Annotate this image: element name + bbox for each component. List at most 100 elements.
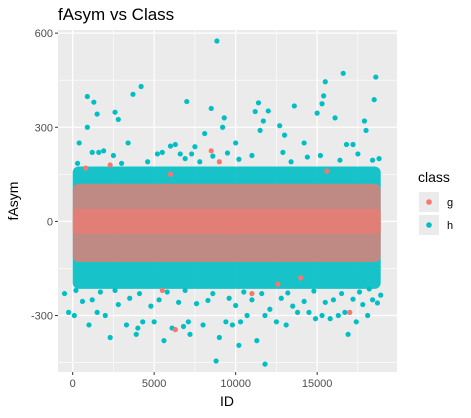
point-h [125, 140, 130, 145]
point-h [210, 154, 215, 159]
point-h [267, 307, 272, 312]
point-h [192, 144, 197, 149]
point-h [156, 297, 161, 302]
point-h [241, 289, 246, 294]
point-h [305, 154, 310, 159]
point-h [91, 100, 96, 105]
point-h [161, 338, 166, 343]
point-h [75, 161, 80, 166]
point-h [288, 159, 293, 164]
point-h [183, 288, 188, 293]
point-h [350, 142, 355, 147]
point-h [256, 100, 261, 105]
point-h [96, 150, 101, 155]
chart-title: fAsym vs Class [58, 5, 174, 24]
point-g [347, 310, 352, 315]
x-axis-title: ID [220, 393, 234, 409]
point-h [90, 150, 95, 155]
point-h [90, 297, 95, 302]
point-g [168, 172, 173, 177]
point-h [355, 151, 360, 156]
dense-point-bands [73, 166, 381, 288]
point-h [295, 310, 300, 315]
point-h [238, 319, 243, 324]
point-g [209, 148, 214, 153]
point-h [227, 296, 232, 301]
x-tick-label: 15000 [302, 378, 333, 390]
point-h [178, 151, 183, 156]
point-h [140, 319, 145, 324]
point-h [210, 291, 215, 296]
point-h [222, 115, 227, 120]
point-h [332, 115, 337, 120]
point-h [236, 157, 241, 162]
point-h [357, 289, 362, 294]
point-h [168, 143, 173, 148]
band-g-core [73, 209, 381, 234]
point-h [137, 291, 142, 296]
point-h [354, 319, 359, 324]
point-h [306, 310, 311, 315]
legend-key-g [426, 199, 432, 205]
point-h [253, 109, 258, 114]
point-h [135, 325, 140, 330]
point-h [86, 322, 91, 327]
y-tick-label: -300 [31, 311, 53, 323]
point-h [200, 322, 205, 327]
point-h [346, 332, 351, 337]
point-h [72, 313, 77, 318]
point-h [313, 316, 318, 321]
point-h [139, 84, 144, 89]
point-h [184, 99, 189, 104]
point-g [275, 282, 280, 287]
point-h [372, 97, 377, 102]
point-h [233, 140, 238, 145]
point-g [83, 165, 88, 170]
point-h [292, 103, 297, 108]
point-h [365, 313, 370, 318]
point-h [112, 288, 117, 293]
point-g [324, 169, 329, 174]
point-h [318, 153, 323, 158]
point-h [236, 343, 241, 348]
point-h [116, 302, 121, 307]
point-h [360, 302, 365, 307]
point-h [350, 297, 355, 302]
x-tick-label: 5000 [142, 378, 166, 390]
point-h [315, 111, 320, 116]
point-h [363, 128, 368, 133]
point-h [336, 313, 341, 318]
point-h [302, 299, 307, 304]
point-h [209, 106, 214, 111]
point-h [134, 332, 139, 337]
point-g [160, 288, 165, 293]
point-g [173, 327, 178, 332]
point-h [95, 111, 100, 116]
point-h [112, 110, 117, 115]
point-h [302, 140, 307, 145]
y-tick-label: 600 [35, 28, 53, 40]
point-h [244, 313, 249, 318]
point-h [130, 92, 135, 97]
point-h [148, 304, 153, 309]
point-h [173, 142, 178, 147]
point-h [277, 123, 282, 128]
point-h [80, 299, 85, 304]
point-h [85, 94, 90, 99]
point-h [266, 108, 271, 113]
point-h [376, 156, 381, 161]
point-h [95, 310, 100, 315]
point-h [127, 296, 132, 301]
x-tick-label: 0 [70, 378, 76, 390]
point-g [217, 159, 222, 164]
point-h [77, 140, 82, 145]
point-h [186, 319, 191, 324]
point-h [155, 151, 160, 156]
point-h [233, 303, 238, 308]
point-h [108, 335, 113, 340]
point-h [375, 300, 380, 305]
point-h [187, 332, 192, 337]
legend-key-h [426, 222, 432, 228]
point-h [85, 125, 90, 130]
point-h [194, 301, 199, 306]
